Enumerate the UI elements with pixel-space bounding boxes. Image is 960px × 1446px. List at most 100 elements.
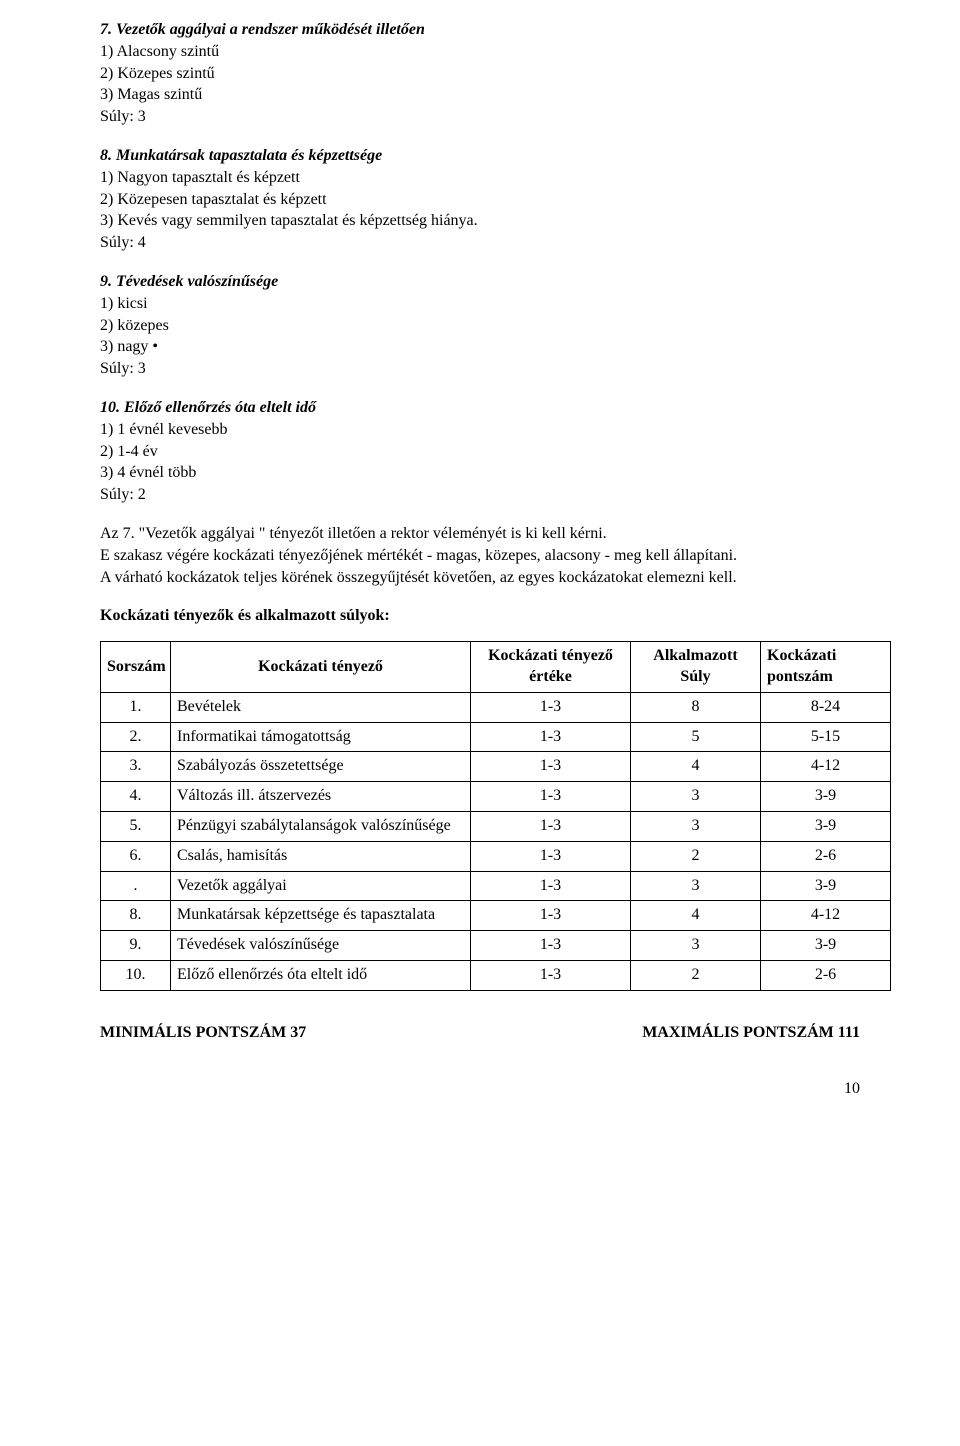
cell-value: 1-3 bbox=[471, 901, 631, 931]
para-line-2: E szakasz végére kockázati tényezőjének … bbox=[100, 546, 860, 567]
cell-num: 2. bbox=[101, 722, 171, 752]
cell-value: 1-3 bbox=[471, 960, 631, 990]
item-8-title: 8. Munkatársak tapasztalata és képzettsé… bbox=[100, 146, 860, 167]
cell-pt: 3-9 bbox=[761, 811, 891, 841]
item-9-opt-3: 3) nagy • bbox=[100, 337, 860, 358]
cell-pt: 4-12 bbox=[761, 901, 891, 931]
item-7-weight: Súly: 3 bbox=[100, 107, 860, 128]
cell-name: Munkatársak képzettsége és tapasztalata bbox=[171, 901, 471, 931]
item-9-weight: Súly: 3 bbox=[100, 359, 860, 380]
cell-num: 1. bbox=[101, 692, 171, 722]
cell-wt: 4 bbox=[631, 901, 761, 931]
table-row: 2. Informatikai támogatottság 1-3 5 5-15 bbox=[101, 722, 891, 752]
cell-value: 1-3 bbox=[471, 782, 631, 812]
cell-pt: 2-6 bbox=[761, 841, 891, 871]
item-10-weight: Súly: 2 bbox=[100, 485, 860, 506]
item-7-opt-2: 2) Közepes szintű bbox=[100, 64, 860, 85]
cell-num: 6. bbox=[101, 841, 171, 871]
table-row: 9. Tévedések valószínűsége 1-3 3 3-9 bbox=[101, 931, 891, 961]
cell-value: 1-3 bbox=[471, 722, 631, 752]
risk-table: Sorszám Kockázati tényező Kockázati tény… bbox=[100, 641, 891, 991]
item-8: 8. Munkatársak tapasztalata és képzettsé… bbox=[100, 146, 860, 254]
cell-pt: 4-12 bbox=[761, 752, 891, 782]
cell-wt: 5 bbox=[631, 722, 761, 752]
item-10-title: 10. Előző ellenőrzés óta eltelt idő bbox=[100, 398, 860, 419]
cell-wt: 2 bbox=[631, 960, 761, 990]
cell-value: 1-3 bbox=[471, 871, 631, 901]
item-10-opt-2: 2) 1-4 év bbox=[100, 442, 860, 463]
th-name: Kockázati tényező bbox=[171, 642, 471, 693]
cell-num: 3. bbox=[101, 752, 171, 782]
table-row: 6. Csalás, hamisítás 1-3 2 2-6 bbox=[101, 841, 891, 871]
item-10: 10. Előző ellenőrzés óta eltelt idő 1) 1… bbox=[100, 398, 860, 506]
cell-name: Csalás, hamisítás bbox=[171, 841, 471, 871]
cell-name: Informatikai támogatottság bbox=[171, 722, 471, 752]
th-num: Sorszám bbox=[101, 642, 171, 693]
item-8-opt-2: 2) Közepesen tapasztalat és képzett bbox=[100, 190, 860, 211]
table-row: 5. Pénzügyi szabálytalanságok valószínűs… bbox=[101, 811, 891, 841]
item-7-opt-1: 1) Alacsony szintű bbox=[100, 42, 860, 63]
cell-pt: 3-9 bbox=[761, 782, 891, 812]
max-score-label: MAXIMÁLIS PONTSZÁM 111 bbox=[642, 1023, 860, 1044]
item-8-opt-3: 3) Kevés vagy semmilyen tapasztalat és k… bbox=[100, 211, 860, 232]
item-7-opt-3: 3) Magas szintű bbox=[100, 85, 860, 106]
para-line-3: A várható kockázatok teljes körének össz… bbox=[100, 568, 860, 589]
table-row: 4. Változás ill. átszervezés 1-3 3 3-9 bbox=[101, 782, 891, 812]
min-score-label: MINIMÁLIS PONTSZÁM 37 bbox=[100, 1023, 306, 1044]
min-max-row: MINIMÁLIS PONTSZÁM 37 MAXIMÁLIS PONTSZÁM… bbox=[100, 1023, 860, 1044]
item-9-opt-2: 2) közepes bbox=[100, 316, 860, 337]
cell-num: . bbox=[101, 871, 171, 901]
table-row: 10. Előző ellenőrzés óta eltelt idő 1-3 … bbox=[101, 960, 891, 990]
item-7: 7. Vezetők aggályai a rendszer működését… bbox=[100, 20, 860, 128]
cell-num: 10. bbox=[101, 960, 171, 990]
cell-name: Vezetők aggályai bbox=[171, 871, 471, 901]
cell-name: Tévedések valószínűsége bbox=[171, 931, 471, 961]
item-9-title: 9. Tévedések valószínűsége bbox=[100, 272, 860, 293]
cell-value: 1-3 bbox=[471, 752, 631, 782]
page-number: 10 bbox=[100, 1079, 860, 1100]
cell-pt: 5-15 bbox=[761, 722, 891, 752]
cell-pt: 3-9 bbox=[761, 931, 891, 961]
cell-value: 1-3 bbox=[471, 841, 631, 871]
item-9-opt-1: 1) kicsi bbox=[100, 294, 860, 315]
cell-wt: 2 bbox=[631, 841, 761, 871]
cell-name: Szabályozás összetettsége bbox=[171, 752, 471, 782]
cell-num: 8. bbox=[101, 901, 171, 931]
cell-name: Előző ellenőrzés óta eltelt idő bbox=[171, 960, 471, 990]
table-heading: Kockázati tényezők és alkalmazott súlyok… bbox=[100, 606, 860, 627]
item-10-opt-3: 3) 4 évnél több bbox=[100, 463, 860, 484]
cell-wt: 3 bbox=[631, 871, 761, 901]
cell-wt: 3 bbox=[631, 811, 761, 841]
cell-num: 9. bbox=[101, 931, 171, 961]
table-row: . Vezetők aggályai 1-3 3 3-9 bbox=[101, 871, 891, 901]
cell-pt: 3-9 bbox=[761, 871, 891, 901]
cell-wt: 4 bbox=[631, 752, 761, 782]
cell-wt: 3 bbox=[631, 782, 761, 812]
table-row: 1. Bevételek 1-3 8 8-24 bbox=[101, 692, 891, 722]
item-8-weight: Súly: 4 bbox=[100, 233, 860, 254]
para-line-1: Az 7. "Vezetők aggályai " tényezőt illet… bbox=[100, 524, 860, 545]
cell-name: Változás ill. átszervezés bbox=[171, 782, 471, 812]
cell-pt: 8-24 bbox=[761, 692, 891, 722]
page: 7. Vezetők aggályai a rendszer működését… bbox=[50, 0, 910, 1120]
cell-wt: 8 bbox=[631, 692, 761, 722]
th-value: Kockázati tényező értéke bbox=[471, 642, 631, 693]
item-10-opt-1: 1) 1 évnél kevesebb bbox=[100, 420, 860, 441]
th-weight: Alkalmazott Súly bbox=[631, 642, 761, 693]
cell-wt: 3 bbox=[631, 931, 761, 961]
cell-pt: 2-6 bbox=[761, 960, 891, 990]
table-row: 3. Szabályozás összetettsége 1-3 4 4-12 bbox=[101, 752, 891, 782]
cell-name: Pénzügyi szabálytalanságok valószínűsége bbox=[171, 811, 471, 841]
th-points: Kockázati pontszám bbox=[761, 642, 891, 693]
table-row: 8. Munkatársak képzettsége és tapasztala… bbox=[101, 901, 891, 931]
cell-value: 1-3 bbox=[471, 931, 631, 961]
cell-value: 1-3 bbox=[471, 692, 631, 722]
table-header-row: Sorszám Kockázati tényező Kockázati tény… bbox=[101, 642, 891, 693]
item-7-title: 7. Vezetők aggályai a rendszer működését… bbox=[100, 20, 860, 41]
item-8-opt-1: 1) Nagyon tapasztalt és képzett bbox=[100, 168, 860, 189]
explanatory-paragraph: Az 7. "Vezetők aggályai " tényezőt illet… bbox=[100, 524, 860, 588]
item-9: 9. Tévedések valószínűsége 1) kicsi 2) k… bbox=[100, 272, 860, 380]
cell-value: 1-3 bbox=[471, 811, 631, 841]
cell-num: 5. bbox=[101, 811, 171, 841]
cell-num: 4. bbox=[101, 782, 171, 812]
